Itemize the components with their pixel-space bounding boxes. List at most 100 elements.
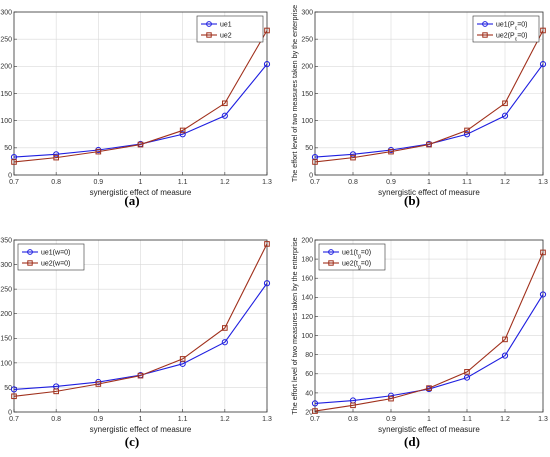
legend-marker	[328, 249, 334, 255]
data-point	[464, 369, 470, 375]
legend-marker	[328, 260, 334, 266]
data-point	[263, 280, 271, 287]
x-tick-label: 1.2	[500, 179, 510, 186]
y-tick-label: 150	[0, 336, 12, 343]
data-point	[312, 159, 318, 165]
x-tick-label: 1.3	[262, 416, 272, 423]
series-line	[314, 252, 544, 412]
y-tick-label: 0	[8, 172, 12, 179]
x-tick-label: 1.3	[262, 179, 272, 186]
series-1	[311, 291, 547, 407]
y-tick-label: 100	[301, 333, 313, 340]
data-point	[540, 249, 546, 256]
x-tick-label: 0.7	[310, 416, 320, 423]
y-tick-label: 100	[301, 118, 313, 125]
data-point	[463, 374, 471, 381]
axes-frame	[314, 11, 544, 176]
x-tick-label: 0.9	[93, 179, 103, 186]
x-axis-label: synergistic effect of measure	[378, 425, 480, 434]
x-tick-label: 1.2	[500, 416, 510, 423]
data-point	[426, 385, 432, 391]
x-tick-label: 0.8	[51, 179, 61, 186]
legend-marker	[27, 260, 33, 266]
series-2	[11, 27, 270, 165]
legend-marker	[482, 21, 488, 27]
y-tick-label: 140	[301, 295, 313, 302]
x-tick-label: 0.7	[9, 179, 19, 186]
data-point	[264, 241, 270, 247]
panel-label: (b)	[404, 193, 420, 208]
legend-entry: ue1(Pc=0)	[496, 22, 528, 32]
y-axis-label: The effort level of two measures taken b…	[290, 237, 299, 414]
data-point	[11, 159, 17, 165]
legend-entry: ue2(w=0)	[41, 261, 70, 268]
y-tick-label: 80	[305, 352, 313, 359]
x-tick-label: 0.8	[348, 416, 358, 423]
x-tick-label: 1.1	[462, 179, 472, 186]
y-tick-label: 50	[4, 145, 12, 152]
x-tick-label: 1	[427, 416, 431, 423]
x-tick-label: 1	[139, 416, 143, 423]
x-tick-label: 1.3	[538, 179, 548, 186]
data-point	[221, 339, 228, 346]
data-point	[179, 127, 186, 134]
data-point	[222, 100, 228, 107]
series-2	[312, 249, 546, 414]
data-point	[53, 154, 59, 161]
x-tick-label: 0.8	[51, 416, 61, 423]
x-tick-label: 1	[139, 179, 143, 186]
data-point	[502, 100, 508, 107]
data-point	[53, 151, 60, 158]
y-tick-label: 200	[0, 64, 12, 71]
y-tick-label: 50	[305, 145, 313, 152]
data-point	[502, 336, 508, 343]
series-line	[13, 30, 268, 163]
data-point	[539, 61, 547, 68]
data-point	[312, 408, 318, 414]
x-tick-label: 1.3	[538, 416, 548, 423]
series-line	[314, 294, 544, 404]
y-axis-label: The effort level of two measures taken b…	[290, 5, 299, 182]
data-point	[350, 154, 356, 161]
legend-entry: ue1(tg=0)	[342, 250, 371, 260]
y-tick-label: 350	[0, 237, 12, 244]
y-tick-label: 250	[0, 37, 12, 44]
axes-frame	[13, 11, 268, 176]
y-tick-label: 300	[301, 9, 313, 16]
y-tick-label: 40	[305, 390, 313, 397]
data-point	[222, 325, 228, 331]
data-point	[179, 356, 186, 362]
data-point	[264, 27, 270, 34]
y-tick-label: 60	[305, 371, 313, 378]
axes-frame	[314, 239, 544, 413]
legend-marker	[206, 32, 212, 38]
y-tick-label: 150	[0, 91, 12, 98]
x-tick-label: 1.1	[178, 416, 188, 423]
data-point	[95, 381, 102, 387]
data-point	[350, 402, 356, 409]
y-tick-label: 150	[301, 91, 313, 98]
data-point	[179, 131, 186, 138]
data-point	[540, 27, 546, 34]
legend-entry: ue2(tg=0)	[342, 261, 371, 271]
x-tick-label: 0.9	[93, 416, 103, 423]
data-point	[221, 112, 228, 119]
chart-panel-2: 0.7 0.8 0.9 1 1.1 1.2 1.3 0 50 100 150 200 250 300 syn…	[290, 5, 548, 208]
x-tick-label: 1.2	[220, 179, 230, 186]
legend: ue1 ue2	[196, 15, 264, 43]
y-tick-label: 50	[4, 385, 12, 392]
data-point	[137, 141, 144, 148]
data-point	[463, 131, 471, 138]
legend-marker	[206, 21, 212, 27]
y-tick-label: 160	[301, 276, 313, 283]
chart-panel-1: 0.7 0.8 0.9 1 1.1 1.2 1.3 0 50 100 150 200 250 300 syn…	[0, 9, 272, 208]
y-tick-label: 200	[301, 64, 313, 71]
y-tick-label: 200	[0, 311, 12, 318]
legend-entry: ue2	[220, 33, 232, 40]
data-point	[501, 352, 509, 359]
data-point	[10, 386, 18, 393]
x-tick-label: 1.1	[462, 416, 472, 423]
x-tick-label: 1	[427, 179, 431, 186]
y-tick-label: 250	[0, 287, 12, 294]
